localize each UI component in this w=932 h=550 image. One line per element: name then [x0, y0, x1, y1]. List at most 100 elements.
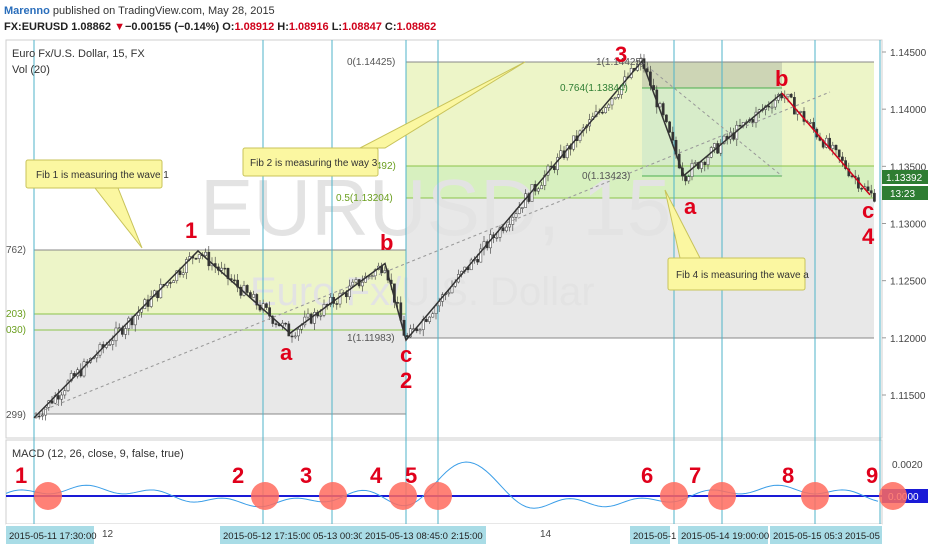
candle-body	[66, 380, 70, 392]
time-tag-label: 2015-05-1	[633, 531, 676, 542]
fib1-label-top: 762)	[6, 245, 26, 256]
time-tag-label: 2015-05-13 08:45:00	[365, 531, 453, 542]
callout-fib1-text: Fib 1 is measuring the wave 1	[36, 170, 169, 181]
candle-body	[111, 340, 115, 345]
high-value: 1.08916	[288, 21, 329, 33]
candle-body	[329, 297, 332, 306]
publish-info: published on TradingView.com, May 28, 20…	[52, 5, 275, 17]
candle-body	[133, 315, 137, 326]
candle-body	[661, 103, 665, 116]
fib2-mid-zone	[406, 166, 874, 198]
candle-body	[322, 304, 326, 316]
candle-body	[124, 328, 127, 335]
symbol: FX:EURUSD	[4, 21, 69, 33]
candle-body	[501, 227, 505, 232]
candle-body	[479, 248, 483, 263]
elliott-wave-line-red	[781, 92, 871, 196]
candle-body	[495, 237, 499, 239]
author-name[interactable]: Marenno	[4, 5, 50, 17]
macd-cross-marker	[879, 482, 907, 510]
time-tags: 2015-05-11 17:30:00 2015-05-12 17:15:00 05…	[6, 526, 882, 544]
candle-body	[284, 322, 287, 325]
fib2-label-one: 1(1.11983)	[347, 333, 395, 344]
candle-body	[799, 111, 803, 113]
chart-header: Marenno published on TradingView.com, Ma…	[0, 0, 932, 38]
candle-body	[159, 284, 163, 299]
candle-body	[175, 270, 179, 282]
fib2-label-zero: 0(1.14425)	[347, 57, 395, 68]
xaxis-date-12: 12	[102, 529, 114, 540]
candle-body	[809, 122, 812, 124]
candle-body	[754, 111, 758, 123]
current-price: 1.13392	[886, 173, 923, 184]
candle-body	[537, 188, 540, 192]
price-tick-label: 1.12500	[890, 277, 927, 288]
candle-body	[265, 303, 268, 308]
chart-title: Euro Fx/U.S. Dollar, 15, FX	[12, 48, 145, 60]
callout-fib1[interactable]: Fib 1 is measuring the wave 1	[25, 159, 169, 249]
candle-body	[348, 285, 351, 298]
time-tag-box	[220, 526, 312, 544]
macd-cross-marker	[34, 482, 62, 510]
macd-marker-number: 6	[641, 463, 653, 488]
time-tag-box	[362, 526, 448, 544]
time-tag-label: 05-13 00:30	[313, 531, 364, 542]
candle-body	[274, 323, 278, 325]
time-tag-box	[310, 526, 364, 544]
price-axis[interactable]: 1.14500 1.14000 1.13500 1.13000 1.12500 1.120…	[882, 48, 927, 402]
price-tick-label: 1.12000	[890, 334, 927, 345]
candle-body	[255, 294, 259, 306]
countdown-tag	[882, 186, 928, 200]
macd-marker-number: 7	[689, 463, 701, 488]
candle-body	[553, 165, 556, 171]
macd-cross-marker	[251, 482, 279, 510]
callout-fib2-text: Fib 2 is measuring the way 3	[250, 158, 378, 169]
candle-body	[767, 105, 771, 108]
publish-line: Marenno published on TradingView.com, Ma…	[4, 5, 275, 17]
watermark-symbol: EURUSD, 15	[200, 163, 671, 252]
candle-body	[751, 119, 755, 123]
candle-body	[204, 251, 207, 256]
candle-body	[610, 98, 614, 106]
time-tag-box	[678, 526, 768, 544]
candle-body	[239, 286, 243, 296]
candle-body	[338, 292, 342, 305]
candle-body	[780, 94, 783, 99]
trend-dashed-line	[33, 91, 831, 415]
candle-body	[223, 267, 227, 270]
candle-body	[498, 227, 502, 238]
wave-label-1: 1	[185, 218, 197, 243]
candle-body	[354, 279, 358, 283]
candle-body	[860, 188, 863, 190]
fib1-label-2: 203)	[6, 309, 26, 320]
candle-body	[50, 400, 54, 404]
fib2-label-05: 0.5(1.13204)	[336, 193, 393, 204]
wave-label-b2: b	[775, 66, 788, 91]
candle-body	[719, 143, 723, 154]
macd-cross-marker	[708, 482, 736, 510]
price-tick-label: 1.13500	[890, 162, 927, 173]
last-price: 1.08862	[71, 21, 111, 33]
callout-fib2[interactable]: Fib 2 is measuring the way 3	[242, 61, 526, 177]
candle-body	[786, 93, 790, 98]
down-arrow-icon: ▼	[114, 21, 125, 33]
callout-fib4[interactable]: Fib 4 is measuring the wave a	[664, 189, 809, 291]
macd-cross-marker	[389, 482, 417, 510]
candle-body	[335, 303, 339, 305]
fib1-upper-zone	[34, 250, 406, 314]
fib4-dashed-line	[641, 61, 783, 177]
time-tag-label: 2015-05-14 19:00:00	[681, 531, 769, 542]
candle-body	[789, 93, 793, 98]
candle-body	[508, 224, 511, 228]
time-tag-box	[842, 526, 882, 544]
candle-body	[428, 316, 431, 322]
candle-body	[293, 335, 297, 338]
macd-cross-marker	[319, 482, 347, 510]
candle-body	[713, 143, 716, 148]
wave-label-a: a	[280, 340, 293, 365]
candle-body	[405, 335, 409, 338]
price-tick-label: 1.14000	[890, 105, 927, 116]
candle-body	[44, 407, 47, 416]
